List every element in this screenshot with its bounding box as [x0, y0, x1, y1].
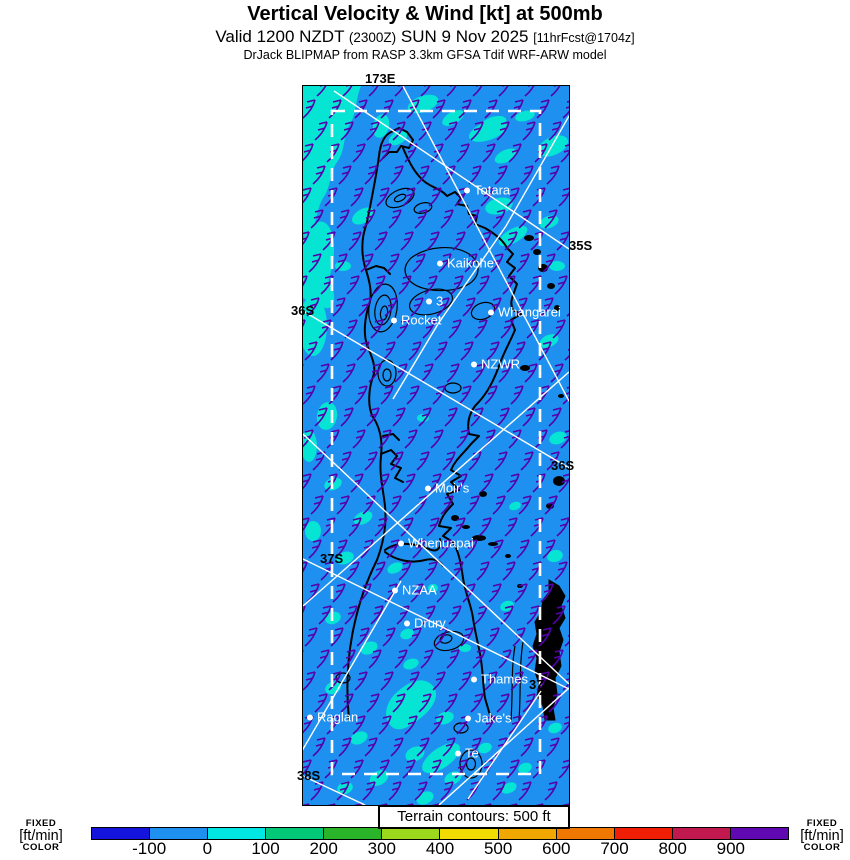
colorbar-tick-400: 400	[425, 839, 455, 858]
weather-map	[302, 85, 570, 806]
place-label-moir-s: Moir's	[425, 481, 469, 496]
place-dot	[426, 298, 432, 304]
colorbar-segment-0	[92, 828, 151, 839]
colorbar	[91, 827, 789, 840]
graticule-lines	[303, 86, 569, 805]
place-name: Drury	[414, 615, 446, 631]
colorbar-segment-1	[150, 828, 209, 839]
place-name: Thames	[481, 671, 528, 687]
place-name: Jake's	[475, 710, 512, 726]
place-dot	[471, 361, 477, 367]
place-label-whangarei: Whangarei	[488, 305, 561, 320]
place-dot	[404, 620, 410, 626]
place-dot	[465, 715, 471, 721]
colorbar-segment-6	[440, 828, 499, 839]
grid-label-37s: 37S	[529, 677, 553, 692]
place-label-3: 3	[426, 294, 443, 309]
colorbar-tick-700: 700	[600, 839, 629, 858]
colorbar-segment-5	[382, 828, 441, 839]
place-dot	[488, 309, 494, 315]
colorbar-segment-4	[324, 828, 383, 839]
legend-right-units: [ft/min]	[800, 827, 844, 844]
place-name: Whangarei	[498, 304, 561, 320]
place-label-whenuapai: Whenuapai	[398, 536, 474, 551]
map-canvas	[303, 86, 569, 805]
model-line: DrJack BLIPMAP from RASP 3.3km GFSA Tdif…	[243, 48, 607, 62]
place-name: Moir's	[435, 480, 470, 496]
place-dot	[464, 187, 470, 193]
place-label-te: Te	[455, 746, 479, 761]
place-label-totara: Totara	[464, 183, 510, 198]
valid-prefix: Valid 1200 NZDT	[215, 27, 345, 46]
legend-left: FIXED [ft/min] COLOR	[12, 819, 70, 853]
legend-right-color: COLOR	[803, 842, 841, 853]
forecast-info: [11hrFcst@1704z]	[533, 31, 635, 45]
place-label-kaikohe: Kaikohe	[437, 256, 494, 271]
grid-label-36s: 36S	[551, 458, 575, 473]
place-label-raglan: Raglan	[307, 710, 358, 725]
colorbar-segment-7	[498, 828, 557, 839]
header: Vertical Velocity & Wind [kt] at 500mb V…	[0, 0, 850, 62]
wind-barbs	[303, 86, 569, 805]
page-title: Vertical Velocity & Wind [kt] at 500mb	[247, 3, 603, 25]
place-dot	[455, 750, 461, 756]
lift-patches	[303, 86, 568, 805]
colorbar-segment-2	[208, 828, 267, 839]
colorbar-segment-10	[672, 828, 731, 839]
colorbar-tick-0: 0	[202, 839, 213, 858]
legend-right: FIXED [ft/min] COLOR	[793, 819, 850, 853]
place-label-drury: Drury	[404, 616, 446, 631]
place-name: Kaikohe	[447, 255, 494, 271]
domain-boundary-box	[330, 109, 542, 776]
legend-left-fixed: FIXED	[25, 818, 57, 829]
colorbar-segment-9	[614, 828, 673, 839]
place-dot	[398, 540, 404, 546]
place-label-jake-s: Jake's	[465, 711, 511, 726]
place-name: Te	[465, 745, 479, 761]
colorbar-tick-600: 600	[542, 839, 571, 858]
place-dot	[471, 676, 477, 682]
place-label-thames: Thames	[471, 672, 528, 687]
place-dot	[425, 485, 431, 491]
place-name: Rocket	[401, 312, 442, 328]
colorbar-tick-800: 800	[658, 839, 687, 858]
colorbar-tick-100: 100	[251, 839, 280, 858]
place-name: Raglan	[317, 709, 359, 725]
valid-time-line: Valid 1200 NZDT (2300Z) SUN 9 Nov 2025 […	[0, 27, 850, 47]
place-name: Totara	[474, 182, 511, 198]
place-name: NZWR	[481, 356, 520, 372]
grid-label-38s: 38S	[297, 768, 321, 783]
place-name: Whenuapai	[408, 535, 474, 551]
grid-label-37s: 37S	[320, 551, 344, 566]
place-dot	[392, 587, 398, 593]
colorbar-tick-300: 300	[367, 839, 397, 858]
valid-zulu: (2300Z)	[348, 30, 397, 45]
colorbar-tick-900: 900	[716, 839, 746, 858]
place-label-nzwr: NZWR	[471, 357, 520, 372]
legend-left-color: COLOR	[22, 842, 60, 853]
grid-label-35s: 35S	[569, 238, 593, 253]
colorbar-tick--100: -100	[132, 839, 167, 858]
colorbar-tick-200: 200	[309, 839, 338, 858]
place-label-rocket: Rocket	[391, 313, 441, 328]
legend-right-fixed: FIXED	[806, 818, 838, 829]
grid-label-173e: 173E	[365, 71, 396, 86]
colorbar-segment-11	[730, 828, 788, 839]
legend-left-units: [ft/min]	[19, 827, 63, 844]
place-dot	[391, 317, 397, 323]
colorbar-tick-500: 500	[483, 839, 513, 858]
colorbar-segment-8	[556, 828, 615, 839]
grid-label-36s: 36S	[291, 303, 315, 318]
place-name: 3	[436, 293, 444, 309]
place-dot	[307, 714, 313, 720]
place-dot	[437, 260, 443, 266]
place-label-nzaa: NZAA	[392, 583, 437, 598]
place-name: NZAA	[402, 582, 437, 598]
terrain-note: Terrain contours: 500 ft	[378, 805, 570, 829]
valid-date: SUN 9 Nov 2025	[400, 27, 529, 46]
colorbar-segment-3	[266, 828, 325, 839]
